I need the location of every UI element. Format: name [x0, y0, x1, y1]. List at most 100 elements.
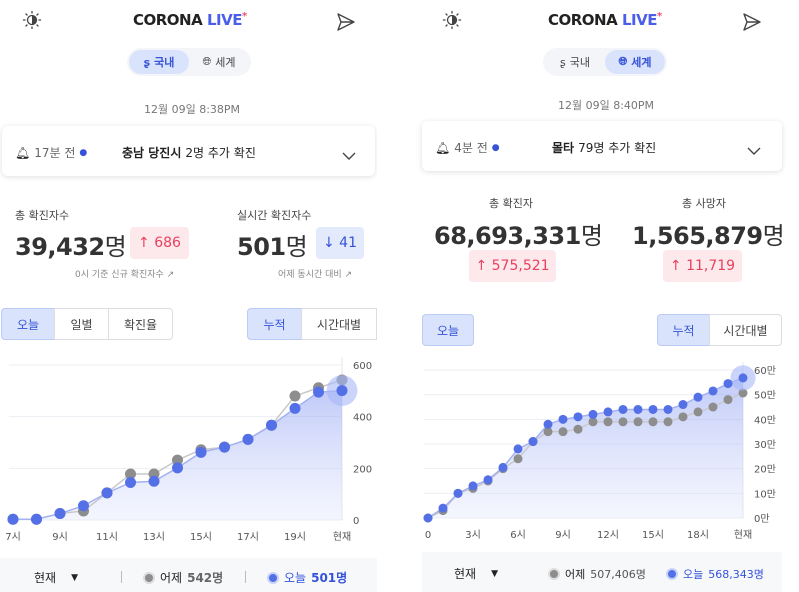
legend-today[interactable]: 오늘 568,343명 — [666, 566, 764, 582]
time-select-label: 현재 — [454, 567, 477, 581]
caret-down-icon: ▼ — [71, 572, 79, 583]
today-point — [336, 385, 348, 397]
send-icon[interactable] — [336, 12, 356, 36]
logo-live: LIVE — [206, 11, 243, 29]
tab-world[interactable]: 🌐︎ 세계 — [189, 50, 249, 74]
bell-icon: 🔔︎ — [435, 140, 451, 155]
today-point — [423, 513, 433, 523]
yesterday-point — [125, 468, 136, 480]
today-point — [513, 444, 523, 454]
chart-footer: 현재 ▼ 어제 507,406명 오늘 568,343명 — [422, 552, 782, 592]
today-point — [738, 373, 748, 383]
today-point — [678, 400, 688, 410]
news-ticker[interactable]: 🔔︎ 4분 전 ● 몰타 79명 추가 확진 — [422, 121, 782, 171]
world-cases-value: 68,693,331명 — [434, 216, 603, 251]
news-place: 몰타 — [552, 141, 575, 155]
world-cases-number: 68,693,331 — [434, 222, 581, 250]
x-tick-label: 0 — [425, 530, 431, 541]
news-text: 79명 추가 확진 — [578, 141, 657, 155]
legend-yesterday-value: 542명 — [187, 571, 224, 585]
world-deaths-delta-value: 11,719 — [686, 258, 736, 274]
world-deaths-delta-badge: ↑ 11,719 — [663, 250, 742, 282]
today-point — [289, 402, 301, 414]
legend-today-dot — [267, 571, 279, 584]
news-text: 2명 추가 확진 — [185, 146, 256, 160]
yesterday-point — [558, 427, 568, 437]
app-logo[interactable]: CORONA LIVE* — [133, 11, 247, 29]
legend-yesterday[interactable]: 어제 507,406명 — [548, 566, 646, 582]
news-ticker[interactable]: 🔔︎ 17분 전 ● 충남 당진시 2명 추가 확진 — [2, 126, 375, 176]
today-point — [618, 404, 628, 414]
x-tick-label: 6시 — [510, 529, 526, 541]
sun-icon[interactable] — [22, 10, 42, 34]
today-point — [195, 446, 207, 458]
tab-domestic[interactable]: ʂ 국내 — [129, 50, 189, 74]
live-cases-label: 실시간 확진자수 — [237, 209, 312, 222]
total-delta-badge: ↑ 686 — [130, 227, 189, 259]
link-icon: ↗ — [344, 270, 353, 280]
tab-domestic-label: 국내 — [154, 56, 175, 69]
y-tick-label: 600 — [353, 361, 372, 372]
world-deaths-label: 총 사망자 — [682, 197, 726, 210]
today-point — [453, 488, 463, 498]
x-tick-label: 9시 — [555, 529, 571, 541]
today-point — [573, 412, 583, 422]
x-tick-label: 15시 — [642, 529, 664, 541]
divider — [245, 571, 246, 583]
y-tick-label: 20만 — [754, 464, 776, 476]
korea-map-icon: ʂ — [560, 55, 566, 69]
legend-today-value: 501명 — [311, 571, 348, 585]
y-tick-label: 50만 — [754, 390, 776, 402]
legend-today-dot — [666, 568, 678, 580]
logo-star: * — [241, 11, 247, 22]
legend-yesterday[interactable]: 어제 542명 — [143, 569, 223, 586]
tab-rate[interactable]: 확진율 — [108, 308, 173, 340]
x-tick-label: 11시 — [96, 531, 118, 543]
tab-daily[interactable]: 일별 — [54, 308, 109, 340]
today-point — [31, 513, 42, 525]
tab-cumulative[interactable]: 누적 — [657, 314, 710, 346]
world-cases-unit: 명 — [580, 222, 603, 250]
arrow-up-icon: ↑ — [138, 235, 155, 251]
tab-today[interactable]: 오늘 — [1, 308, 55, 340]
y-tick-label: 200 — [353, 464, 372, 475]
korea-map-icon: ʂ — [143, 55, 151, 69]
x-tick-label: 15시 — [190, 531, 212, 543]
chart-domestic: 0 200 400 600 7시 9시 11시 13시 15시 17시 19시 현재 — [5, 357, 372, 543]
today-point — [125, 477, 136, 489]
app-logo[interactable]: CORONA LIVE* — [548, 11, 662, 29]
arrow-up-icon: ↑ — [475, 258, 492, 274]
today-point — [663, 404, 673, 414]
tab-hourly[interactable]: 시간대별 — [301, 308, 377, 340]
tab-hourly[interactable]: 시간대별 — [709, 314, 782, 346]
chevron-down-icon[interactable] — [342, 146, 356, 165]
today-point — [588, 409, 598, 419]
tab-world[interactable]: 🌐︎ 세계 — [605, 50, 665, 74]
yesterday-point — [289, 390, 301, 402]
today-point — [219, 441, 230, 453]
send-icon[interactable] — [742, 12, 762, 36]
y-tick-label: 60만 — [754, 365, 776, 377]
left-panel: CORONA LIVE* ʂ 국내 🌐︎ 세계 12월 09일 8:38PM 🔔… — [0, 0, 377, 592]
tab-world-label: 세계 — [215, 56, 236, 69]
yesterday-point — [618, 417, 628, 427]
legend-today-value: 568,343명 — [708, 568, 764, 581]
tab-domestic[interactable]: ʂ 국내 — [545, 50, 605, 74]
time-select[interactable]: 현재 ▼ — [454, 565, 498, 582]
chevron-down-icon[interactable] — [747, 141, 761, 160]
total-cases-label: 총 확진자수 — [15, 209, 70, 222]
time-select[interactable]: 현재 ▼ — [34, 569, 78, 586]
today-point — [242, 433, 254, 445]
live-cases-number: 501 — [237, 233, 286, 261]
x-tick-label: 7시 — [5, 531, 21, 543]
logo-star: * — [656, 11, 662, 22]
yesterday-point — [588, 417, 598, 427]
legend-today[interactable]: 오늘 501명 — [267, 569, 347, 586]
sun-icon[interactable] — [442, 10, 462, 34]
tab-today[interactable]: 오늘 — [422, 314, 474, 346]
tab-domestic-label: 국내 — [569, 56, 590, 69]
tab-cumulative[interactable]: 누적 — [247, 308, 302, 340]
today-point — [54, 508, 66, 520]
today-point — [148, 475, 160, 487]
legend-yesterday-dot — [143, 571, 155, 584]
